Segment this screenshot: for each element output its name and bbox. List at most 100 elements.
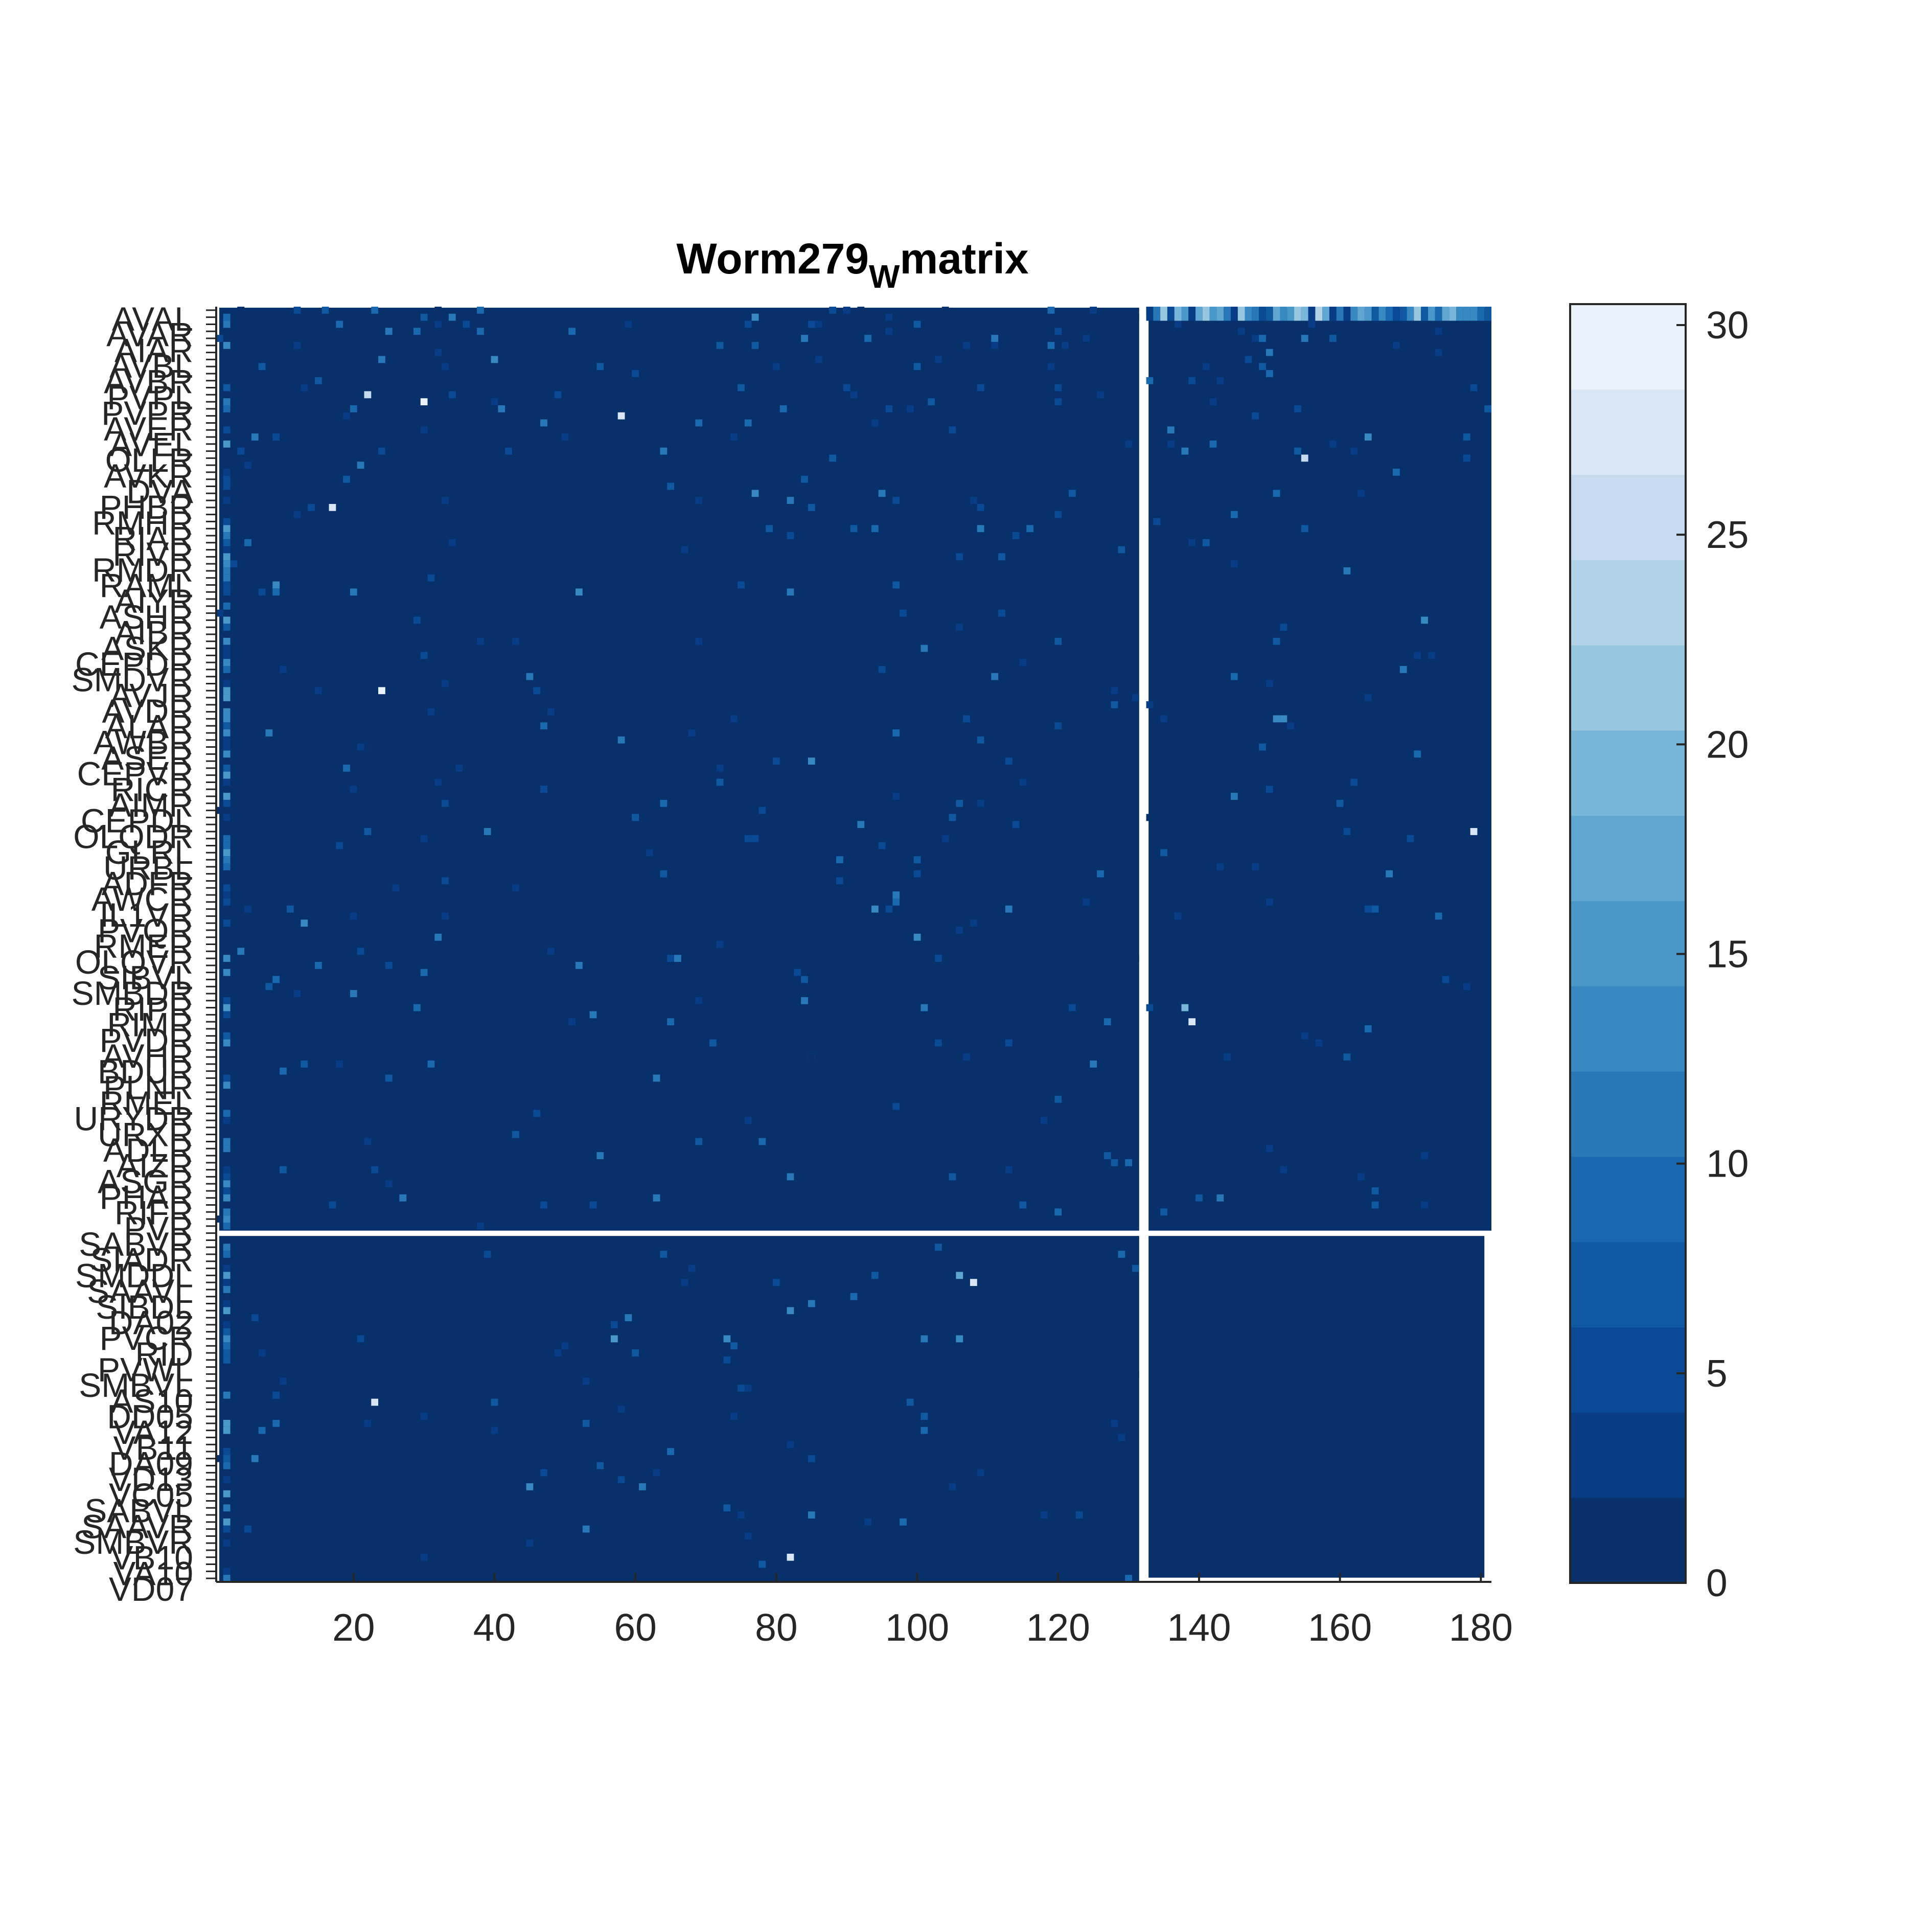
matrix-cell	[519, 447, 526, 455]
matrix-cell	[632, 370, 639, 377]
matrix-cell	[730, 1342, 738, 1350]
matrix-cell	[646, 842, 653, 849]
matrix-cell	[223, 1476, 231, 1484]
matrix-cell	[477, 1532, 484, 1540]
matrix-cell	[660, 447, 668, 455]
matrix-cell	[941, 835, 949, 842]
matrix-cell	[1012, 645, 1020, 652]
matrix-cell	[540, 588, 547, 596]
matrix-cell	[751, 1300, 759, 1307]
matrix-cell	[787, 905, 794, 913]
matrix-cell	[223, 1539, 231, 1547]
matrix-cell	[1399, 771, 1407, 779]
matrix-cell	[540, 335, 547, 342]
matrix-cell	[815, 631, 822, 638]
matrix-cell	[1329, 736, 1337, 744]
matrix-cell	[1054, 722, 1062, 730]
matrix-cell	[779, 503, 787, 511]
matrix-cell	[1414, 652, 1421, 659]
matrix-cell	[1463, 433, 1470, 441]
y-row-label: GLRL	[105, 833, 193, 871]
matrix-cell	[970, 969, 977, 976]
matrix-cell	[991, 673, 999, 680]
matrix-cell	[1266, 786, 1273, 793]
matrix-cell	[864, 440, 871, 448]
y-row-label: AVBL	[109, 347, 193, 385]
matrix-cell	[1054, 384, 1062, 392]
matrix-cell	[427, 398, 435, 405]
matrix-cell	[625, 1314, 632, 1321]
matrix-cell	[512, 1131, 519, 1138]
matrix-cell	[723, 1504, 731, 1512]
matrix-cell	[385, 1180, 393, 1188]
matrix-cell	[301, 1131, 308, 1138]
matrix-cell	[744, 320, 752, 328]
matrix-cell	[280, 1377, 287, 1385]
matrix-cell	[1329, 335, 1337, 342]
matrix-cell	[921, 645, 928, 652]
matrix-cell	[1301, 927, 1308, 934]
matrix-cell	[646, 884, 653, 892]
x-tick-label: 60	[614, 1606, 656, 1649]
matrix-cell	[695, 1138, 703, 1145]
matrix-cell	[343, 475, 350, 483]
matrix-cell	[596, 1419, 604, 1427]
colorbar-segment	[1570, 1241, 1686, 1328]
matrix-cell	[1103, 1018, 1111, 1026]
matrix-cell	[1153, 307, 1161, 321]
matrix-cell	[223, 482, 231, 490]
matrix-cell	[1075, 567, 1083, 574]
block-top-right	[1148, 308, 1491, 1231]
matrix-cell	[977, 736, 984, 744]
matrix-cell	[766, 426, 773, 434]
x-tick-label: 40	[473, 1606, 516, 1649]
matrix-cell	[582, 1377, 590, 1385]
matrix-cell	[977, 1469, 984, 1477]
matrix-cell	[1097, 313, 1104, 321]
matrix-cell	[906, 412, 914, 420]
matrix-cell	[660, 884, 668, 892]
matrix-cell	[885, 708, 893, 716]
matrix-cell	[716, 764, 724, 772]
matrix-cell	[660, 1490, 668, 1498]
matrix-cell	[815, 356, 822, 363]
y-row-label: AWCR	[91, 880, 193, 918]
matrix-cell	[223, 1039, 231, 1047]
matrix-cell	[977, 680, 984, 687]
matrix-cell	[956, 426, 963, 434]
matrix-cell	[744, 1427, 752, 1434]
matrix-cell	[223, 341, 231, 349]
matrix-cell	[871, 1483, 879, 1490]
matrix-cell	[1209, 440, 1217, 448]
matrix-cell	[1224, 736, 1231, 744]
matrix-cell	[1477, 546, 1485, 554]
matrix-cell	[547, 948, 555, 955]
matrix-cell	[223, 1272, 231, 1279]
matrix-cell	[301, 1060, 308, 1068]
matrix-cell	[223, 581, 231, 589]
matrix-cell	[350, 1504, 357, 1512]
matrix-cell	[1040, 1272, 1048, 1279]
matrix-cell	[949, 1483, 956, 1490]
matrix-cell	[723, 1236, 731, 1244]
matrix-cell-highlight	[371, 1398, 379, 1406]
matrix-cell	[223, 1448, 231, 1455]
matrix-cell	[272, 433, 280, 441]
matrix-cell	[223, 1427, 231, 1434]
matrix-cell	[1040, 1511, 1048, 1519]
matrix-cell	[864, 849, 871, 857]
matrix-cell	[223, 1568, 231, 1575]
matrix-cell	[1399, 307, 1407, 321]
matrix-cell	[941, 877, 949, 885]
matrix-cell	[913, 849, 921, 857]
matrix-cell	[1386, 863, 1393, 870]
y-row-label: PHBR	[100, 488, 193, 526]
matrix-cell-highlight	[1280, 715, 1287, 723]
y-row-label: VB10	[111, 1539, 193, 1577]
matrix-cell	[540, 1497, 547, 1505]
matrix-cell	[1456, 307, 1463, 321]
matrix-cell	[1343, 814, 1351, 821]
matrix-cell	[695, 1004, 703, 1011]
matrix-cell	[223, 666, 231, 673]
matrix-cell	[223, 863, 231, 870]
